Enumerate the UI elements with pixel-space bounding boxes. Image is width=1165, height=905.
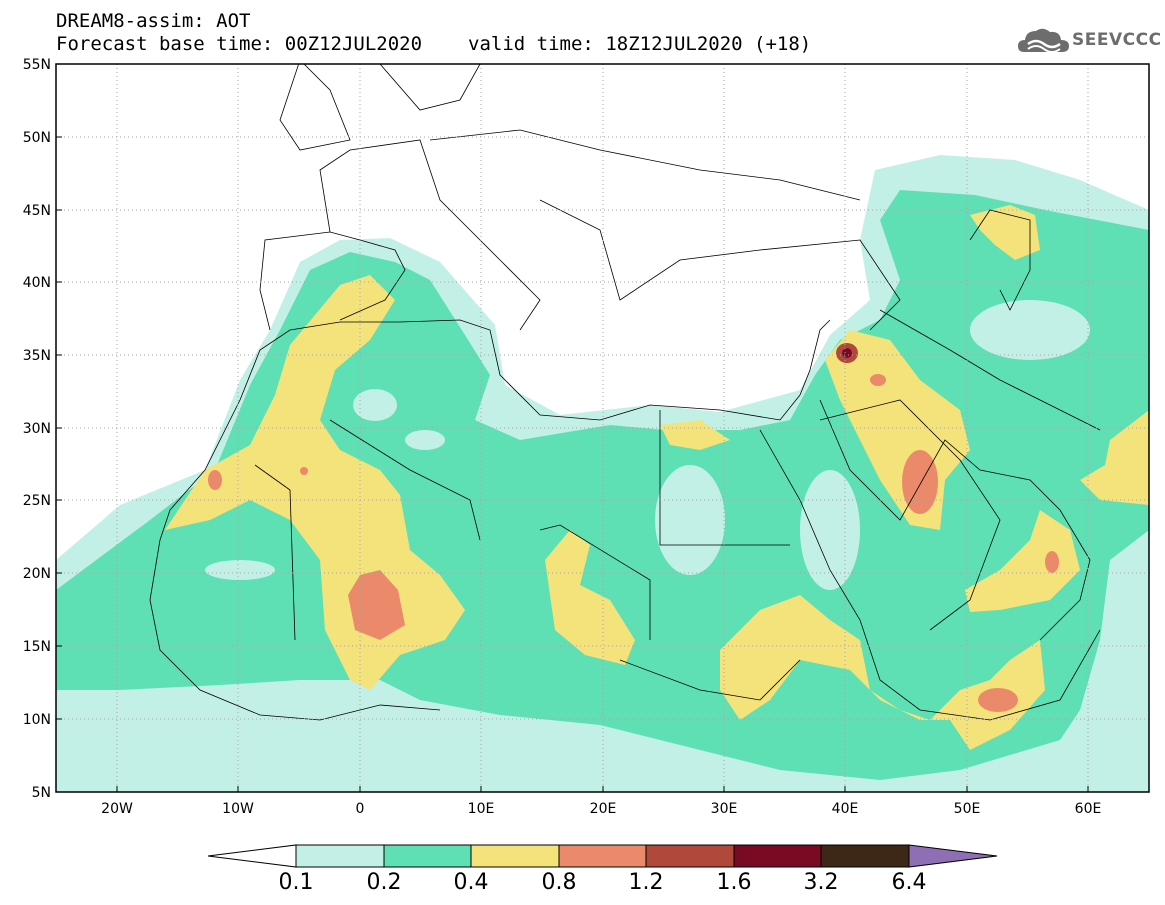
lat-tick-label: 30N xyxy=(23,421,51,437)
aot-hole-c xyxy=(655,465,725,575)
colorbar-bin xyxy=(383,844,472,868)
colorbar-bin xyxy=(470,844,560,868)
colorbar-label: 0.8 xyxy=(541,870,577,895)
colorbar-label: 0.2 xyxy=(366,870,402,895)
lat-tick-label: 25N xyxy=(23,493,51,509)
coast-africa-north xyxy=(159,319,801,541)
lat-tick-label: 20N xyxy=(23,566,51,582)
lon-tick-label: 30E xyxy=(711,801,738,817)
aot-hole-b xyxy=(405,430,445,450)
aot-level-0.8-speck xyxy=(300,467,308,475)
lat-tick-label: 5N xyxy=(32,785,51,801)
logo-text: SEEVCCC xyxy=(1072,30,1162,50)
border-egypt xyxy=(659,410,790,546)
cloud-icon xyxy=(1018,28,1069,53)
valid-time: valid time: 18Z12JUL2020 (+18) xyxy=(468,33,812,55)
lat-tick-label: 10N xyxy=(23,712,51,728)
lon-labels: 20W 10W 0 10E 20E 30E 40E 50E 60E xyxy=(101,801,1101,817)
colorbar-over-arrow xyxy=(908,844,998,868)
lat-tick-label: 50N xyxy=(23,130,51,146)
coast-france-italy xyxy=(319,139,541,331)
aot-level-0.4-caspian xyxy=(970,205,1040,260)
colorbar-under-arrow xyxy=(207,844,297,868)
base-time: Forecast base time: 00Z12JUL2020 xyxy=(56,33,423,55)
aot-level-0.4-egypt xyxy=(660,420,730,450)
lat-labels: 5N 10N 15N 20N 25N 30N 35N 40N 45N 50N 5… xyxy=(23,57,51,801)
coast-uk xyxy=(279,64,351,151)
colorbar-label: 6.4 xyxy=(891,870,927,895)
lon-tick-label: 20W xyxy=(101,801,133,817)
colorbar-bin xyxy=(645,844,735,868)
grid xyxy=(56,64,1149,792)
colorbar-bin xyxy=(558,844,647,868)
aot-level-0.4-east xyxy=(1080,410,1149,505)
aot-field xyxy=(56,155,1149,792)
lat-tick-label: 45N xyxy=(23,203,51,219)
lon-tick-label: 10E xyxy=(468,801,495,817)
border-chad xyxy=(539,524,651,640)
aot-hole-d xyxy=(970,300,1090,360)
time-info: Forecast base time: 00Z12JUL2020 valid ti… xyxy=(56,33,811,55)
lat-tick-label: 35N xyxy=(23,348,51,364)
coast-scandinavia xyxy=(379,64,481,111)
colorbar xyxy=(207,844,998,868)
coast-caspian xyxy=(969,209,1031,311)
colorbar-label: 3.2 xyxy=(803,870,839,895)
seevccc-logo: SEEVCCC xyxy=(1016,22,1161,58)
aot-hole-e xyxy=(800,470,860,590)
aot-hole-f xyxy=(205,560,275,580)
aot-level-0.8-mali xyxy=(348,570,405,640)
lon-tick-label: 20E xyxy=(590,801,617,817)
colorbar-bin xyxy=(295,844,385,868)
aot-level-0.8-sahara xyxy=(208,470,222,490)
aot-level-0.4-sudan xyxy=(720,595,1045,750)
border-sahara-b xyxy=(329,419,481,541)
colorbar-label: 0.1 xyxy=(278,870,314,895)
coast-balkans-turkey xyxy=(539,199,901,331)
coast-west-africa xyxy=(149,539,441,721)
lon-tick-label: 50E xyxy=(954,801,981,817)
lon-tick-label: 0 xyxy=(356,801,365,817)
colorbar-label: 0.4 xyxy=(453,870,489,895)
border-central-europe xyxy=(429,129,861,201)
aot-hole-a xyxy=(353,389,397,421)
border-iran xyxy=(879,309,1101,431)
border-saudi xyxy=(819,399,1001,631)
chart-title: DREAM8-assim: AOT xyxy=(56,10,251,32)
coastlines xyxy=(149,64,1101,721)
lon-tick-label: 40E xyxy=(832,801,859,817)
lat-tick-label: 55N xyxy=(23,57,51,73)
aot-level-0.4-chad xyxy=(545,530,635,665)
colorbar-label: 1.6 xyxy=(716,870,752,895)
lat-tick-label: 40N xyxy=(23,275,51,291)
aot-level-0.4-oman xyxy=(965,510,1080,612)
tick-marks xyxy=(56,63,1089,793)
coast-red-sea xyxy=(759,429,1101,721)
aot-level-1.6-syria xyxy=(842,348,852,358)
aot-level-0.8-iraq xyxy=(870,374,886,386)
colorbar-bin xyxy=(820,844,910,868)
coast-arabia-east xyxy=(819,399,1091,641)
aot-level-0.8-saudi xyxy=(902,450,938,514)
colorbar-label: 1.2 xyxy=(628,870,664,895)
lon-tick-label: 60E xyxy=(1075,801,1102,817)
coast-levant xyxy=(799,319,831,396)
lat-tick-label: 15N xyxy=(23,639,51,655)
border-sahara-a xyxy=(254,464,296,641)
lon-tick-label: 10W xyxy=(222,801,254,817)
aot-level-0.8-oman xyxy=(1045,551,1059,573)
border-sudan xyxy=(619,659,801,701)
aot-level-0.8-yemen xyxy=(978,688,1018,712)
colorbar-bin xyxy=(733,844,822,868)
